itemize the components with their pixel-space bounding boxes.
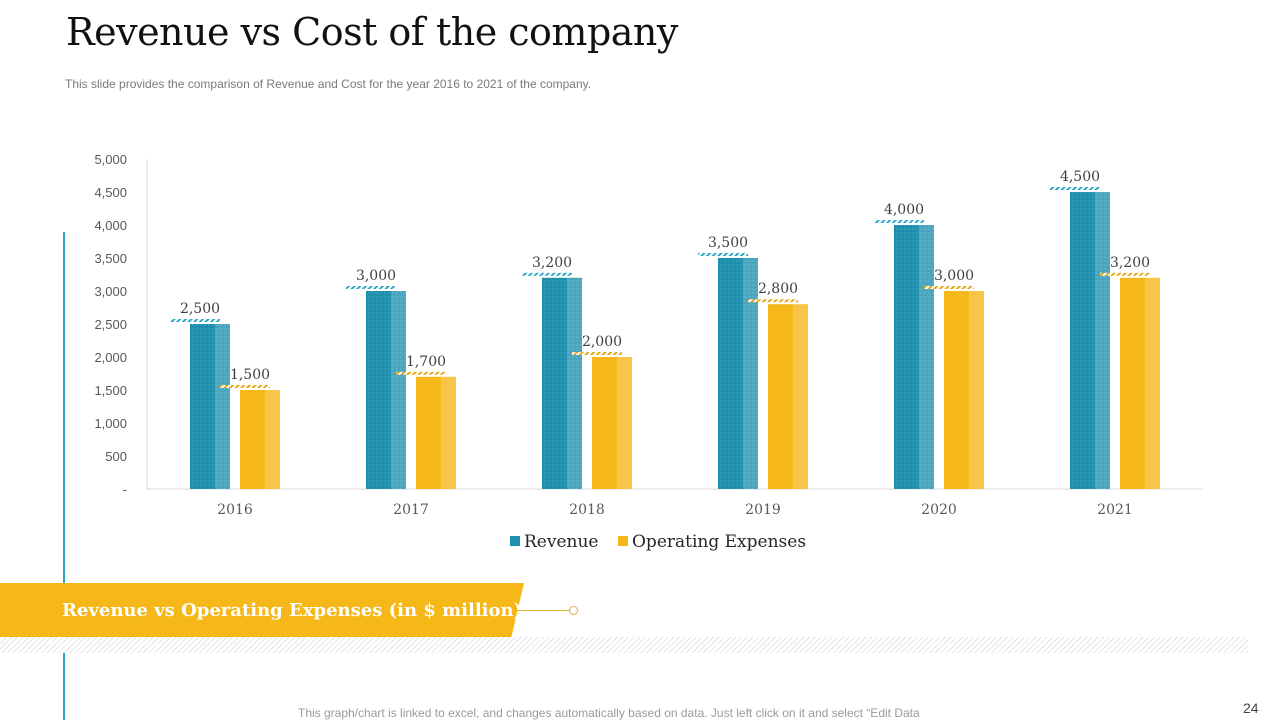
data-label-revenue: 3,500 — [708, 235, 748, 251]
data-label-expenses: 2,000 — [582, 334, 622, 350]
bar-highlight — [968, 291, 984, 489]
x-tick-label: 2018 — [569, 502, 605, 518]
y-tick-label: 4,000 — [94, 218, 127, 233]
bar-revenue-2017 — [346, 286, 406, 489]
y-tick-label: 2,500 — [94, 317, 127, 332]
bar-revenue-2020 — [874, 220, 934, 489]
y-tick-label: - — [123, 482, 127, 497]
bar-highlight — [214, 324, 230, 489]
bar-revenue-2016 — [170, 319, 230, 489]
bar-expenses — [592, 357, 632, 489]
y-tick-label: 5,000 — [94, 152, 127, 167]
bar-expenses-2019 — [748, 299, 808, 489]
hatched-divider — [0, 637, 1248, 653]
y-tick-label: 500 — [105, 449, 127, 464]
bar-highlight — [1094, 192, 1110, 489]
bar-expenses — [1120, 277, 1160, 489]
page-title: Revenue vs Cost of the company — [66, 10, 678, 54]
legend-label-revenue: Revenue — [524, 532, 598, 552]
bar-expenses — [416, 376, 456, 489]
x-tick-label: 2020 — [921, 502, 957, 518]
bar-revenue — [894, 225, 934, 489]
bar-marks: 2,500 1,500 3,000 1,700 3,200 2,000 3,500 2,800… — [170, 169, 1160, 489]
bar-top-hatch — [346, 286, 396, 289]
bar-expenses-2021 — [1100, 272, 1160, 489]
chart-title-band — [0, 583, 524, 637]
bar-top-hatch — [220, 385, 270, 388]
bar-expenses-2016 — [220, 385, 280, 489]
x-tick-label: 2016 — [217, 502, 253, 518]
y-tick-label: 3,500 — [94, 251, 127, 266]
data-label-revenue: 4,000 — [884, 202, 924, 218]
chart-title-label: Revenue vs Operating Expenses (in $ mill… — [62, 600, 523, 621]
bar-highlight — [440, 376, 456, 489]
data-label-revenue: 2,500 — [180, 301, 220, 317]
bar-expenses — [768, 304, 808, 489]
bar-revenue — [542, 277, 582, 489]
bar-top-hatch — [698, 253, 748, 256]
data-label-expenses: 2,800 — [758, 281, 798, 297]
bar-revenue — [1070, 192, 1110, 489]
bar-top-hatch — [748, 299, 798, 303]
data-label-expenses: 3,000 — [934, 268, 974, 284]
bar-highlight — [616, 357, 632, 489]
bar-revenue — [718, 258, 758, 489]
bar-highlight — [918, 225, 934, 489]
bar-highlight — [390, 291, 406, 489]
bar-top-hatch — [1050, 187, 1100, 190]
bar-expenses-2020 — [924, 286, 984, 489]
bar-highlight — [742, 258, 758, 489]
bar-highlight — [264, 390, 280, 489]
bar-revenue-2019 — [698, 253, 758, 489]
y-tick-label: 3,000 — [94, 284, 127, 299]
bar-expenses-2018 — [572, 352, 632, 489]
y-tick-label: 4,500 — [94, 185, 127, 200]
y-axis: - 500 1,000 1,500 2,000 2,500 3,000 3,500 4,000 4… — [94, 152, 148, 497]
y-tick-label: 1,000 — [94, 416, 127, 431]
bar-highlight — [792, 304, 808, 489]
connector-line — [516, 610, 570, 611]
bar-top-hatch — [572, 352, 622, 355]
bar-expenses — [240, 390, 280, 489]
data-label-expenses: 3,200 — [1110, 255, 1150, 271]
page-number: 24 — [1243, 700, 1259, 716]
bar-top-hatch — [1100, 272, 1150, 276]
bar-revenue — [190, 324, 230, 489]
bar-revenue-2018 — [522, 272, 582, 489]
bar-top-hatch — [396, 371, 446, 375]
bar-top-hatch — [924, 286, 974, 289]
legend-label-expenses: Operating Expenses — [632, 532, 806, 552]
bar-expenses — [944, 291, 984, 489]
y-tick-label: 1,500 — [94, 383, 127, 398]
x-tick-label: 2021 — [1097, 502, 1133, 518]
x-axis: 2016 2017 2018 2019 2020 2021 — [147, 488, 1203, 518]
bar-highlight — [566, 277, 582, 489]
x-tick-label: 2019 — [745, 502, 781, 518]
data-label-revenue: 4,500 — [1060, 169, 1100, 185]
data-label-expenses: 1,500 — [230, 367, 270, 383]
data-label-revenue: 3,000 — [356, 268, 396, 284]
footnote: This graph/chart is linked to excel, and… — [298, 706, 920, 720]
legend-swatch-revenue — [510, 536, 520, 546]
data-label-revenue: 3,200 — [532, 255, 572, 271]
bar-highlight — [1144, 277, 1160, 489]
accent-vertical-line — [63, 232, 65, 720]
data-label-expenses: 1,700 — [406, 354, 446, 370]
chart-legend: Revenue Operating Expenses — [510, 532, 806, 552]
bar-revenue-2021 — [1050, 187, 1110, 489]
bar-top-hatch — [522, 272, 572, 276]
connector-dot — [569, 606, 578, 615]
bar-top-hatch — [874, 220, 924, 223]
page-subtitle: This slide provides the comparison of Re… — [65, 77, 592, 91]
bar-expenses-2017 — [396, 371, 456, 489]
x-tick-label: 2017 — [393, 502, 429, 518]
bar-revenue — [366, 291, 406, 489]
legend-swatch-expenses — [618, 536, 628, 546]
y-tick-label: 2,000 — [94, 350, 127, 365]
bar-top-hatch — [170, 319, 220, 322]
